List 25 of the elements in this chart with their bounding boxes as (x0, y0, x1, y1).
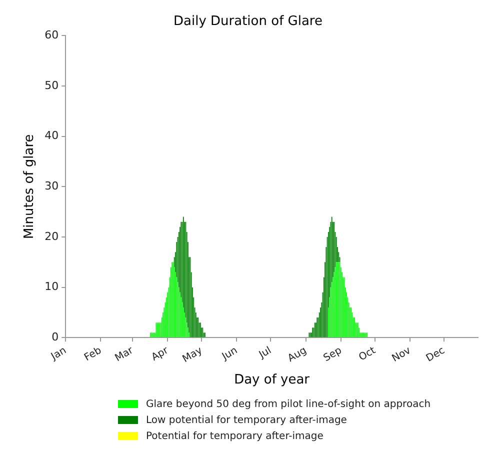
x-axis-title: Day of year (234, 372, 310, 388)
legend-label: Low potential for temporary after-image (146, 414, 347, 426)
x-tick-label: Jul (256, 345, 274, 362)
y-tick-label: 60 (44, 28, 59, 42)
x-tick-label: Aug (286, 345, 309, 364)
x-tick-label: Nov (390, 345, 413, 364)
y-tick-label: 0 (52, 330, 59, 344)
y-tick-label: 20 (44, 230, 59, 243)
y-axis-title: Minutes of glare (22, 134, 38, 240)
y-tick-label: 30 (44, 179, 59, 192)
x-tick-label: Feb (82, 345, 104, 364)
x-tick-label: Jan (48, 345, 68, 363)
x-tick-label: Oct (357, 345, 378, 364)
x-tick-label: Jun (220, 345, 240, 364)
legend-label: Potential for temporary after-image (146, 430, 324, 442)
x-tick-label: May (180, 345, 204, 366)
y-tick-label: 50 (44, 78, 59, 92)
chart-title: Daily Duration of Glare (174, 14, 322, 30)
y-tick-label: 40 (44, 129, 59, 142)
x-tick-label: Sep (322, 345, 344, 364)
x-tick-label: Dec (424, 345, 447, 364)
y-tick-label: 10 (44, 280, 59, 294)
x-tick-label: Mar (113, 344, 136, 364)
x-tick-label: Apr (150, 344, 172, 364)
legend-label: Glare beyond 50 deg from pilot line-of-sight on approach (146, 398, 431, 410)
